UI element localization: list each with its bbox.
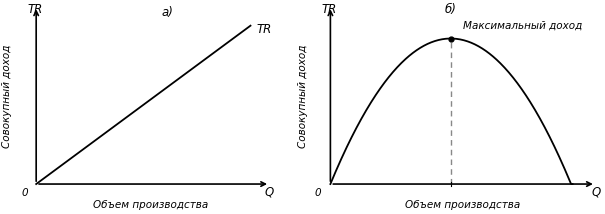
Text: Q: Q [265, 185, 274, 198]
Text: Объем производства: Объем производства [405, 200, 521, 210]
Text: TR: TR [321, 3, 336, 16]
Text: Объем производства: Объем производства [93, 200, 208, 210]
Text: TR: TR [256, 24, 271, 36]
Text: а): а) [161, 6, 173, 19]
Text: б): б) [445, 3, 457, 16]
Text: 0: 0 [315, 188, 321, 198]
Text: Максимальный доход: Максимальный доход [463, 21, 583, 31]
Text: Совокупный доход: Совокупный доход [2, 45, 12, 148]
Text: 0: 0 [22, 188, 28, 198]
Text: Q: Q [591, 185, 600, 198]
Text: Совокупный доход: Совокупный доход [298, 45, 307, 148]
Text: TR: TR [27, 3, 42, 16]
